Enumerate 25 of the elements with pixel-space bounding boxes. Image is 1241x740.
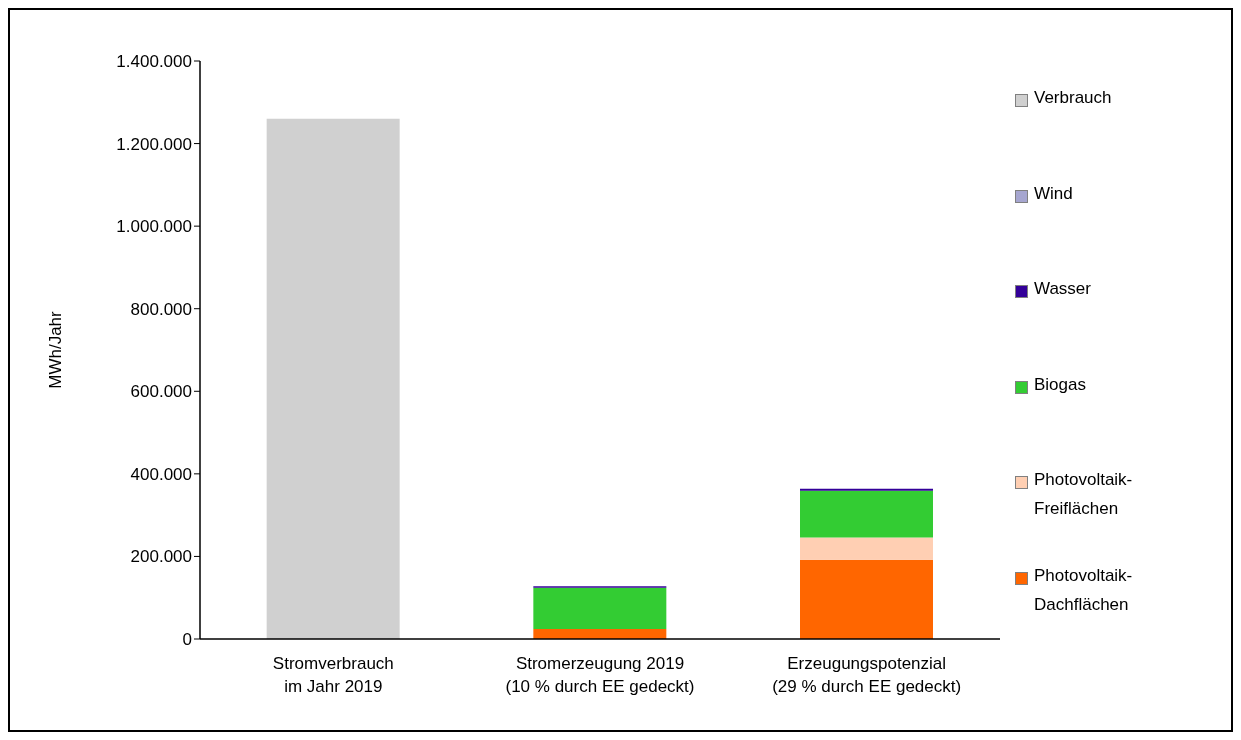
y-tick-label: 200.000 bbox=[130, 547, 192, 567]
bar bbox=[800, 559, 933, 639]
bar bbox=[800, 537, 933, 560]
bar bbox=[266, 118, 400, 639]
y-tick-label: 1.200.000 bbox=[116, 134, 192, 154]
bar bbox=[533, 587, 667, 630]
y-axis-title: MWh/Jahr bbox=[46, 310, 66, 389]
bar bbox=[533, 629, 667, 639]
legend-label: Biogas bbox=[1034, 373, 1087, 396]
legend-label: Wasser bbox=[1034, 278, 1092, 300]
y-tick-label: 400.000 bbox=[130, 464, 192, 484]
legend-label: Wind bbox=[1034, 182, 1074, 205]
x-tick-label: Stromverbrauch im Jahr 2019 bbox=[272, 654, 394, 696]
bar bbox=[800, 488, 933, 491]
y-tick-label: 1.000.000 bbox=[116, 217, 192, 237]
x-tick-label: Erzeugungspotenzial (29 % durch EE gedeckt) bbox=[772, 654, 962, 696]
y-tick-label: 0 bbox=[182, 630, 192, 650]
legend-label: Photovoltaik-Freiflächen bbox=[1034, 469, 1134, 520]
y-tick-label: 600.000 bbox=[130, 382, 192, 402]
legend-label: Photovoltaik-Dachflächen bbox=[1034, 564, 1134, 616]
y-tick-label: 1.400.000 bbox=[116, 52, 192, 72]
y-tick-label: 800.000 bbox=[130, 299, 192, 319]
legend-label: Verbrauch bbox=[1034, 87, 1113, 109]
x-tick-label: Stromerzeugung 2019 (10 % durch EE gedeckt) bbox=[505, 654, 695, 696]
bar bbox=[800, 490, 933, 538]
